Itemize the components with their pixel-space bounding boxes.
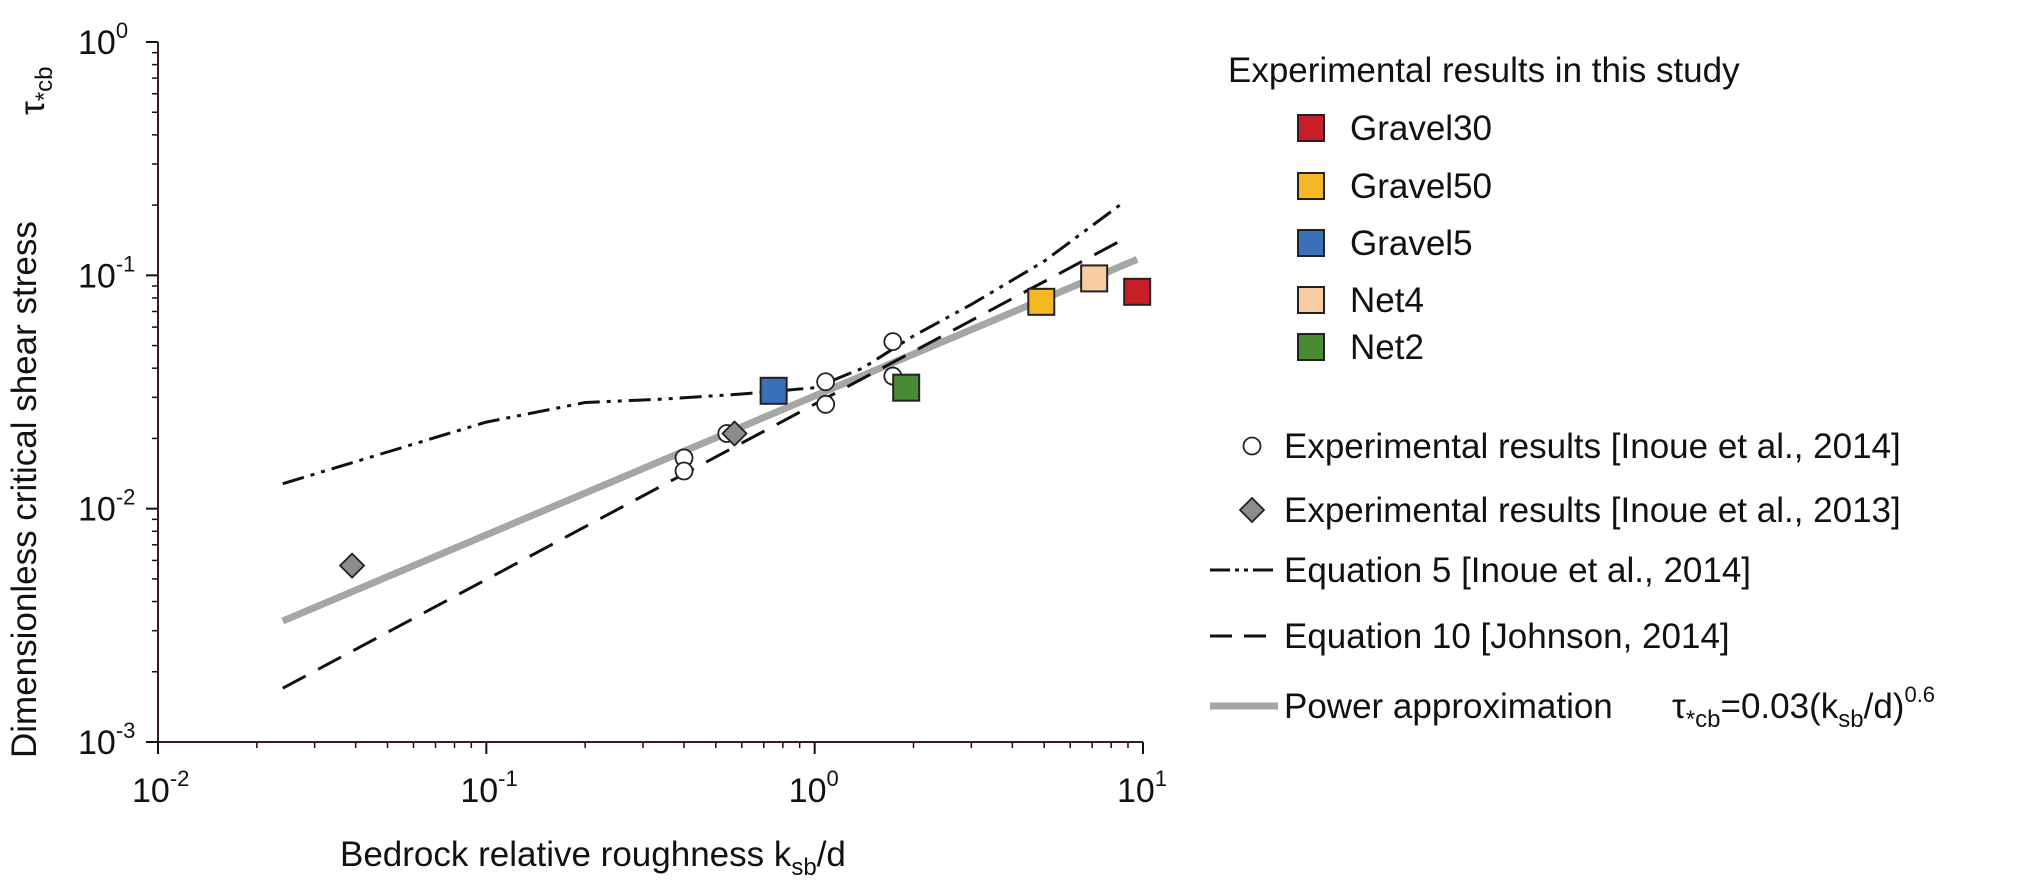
legend-swatch-gravel30 (1297, 114, 1325, 142)
plot-lines (281, 203, 1139, 690)
legend-swatch-net4 (1297, 286, 1325, 314)
legend-diamond-marker (1238, 496, 1266, 524)
legend-power-approximation-label: Power approximation (1284, 687, 1613, 726)
y-tick-label: 10-3 (78, 718, 135, 762)
x-tick-label: 10-2 (132, 766, 189, 810)
inoue-2013-point (721, 420, 748, 447)
equation-5-line (282, 203, 1121, 486)
inoue-2014-point (816, 394, 836, 414)
legend-swatch-gravel5 (1297, 229, 1325, 257)
inoue-2014-point (816, 372, 836, 392)
x-tick-label: 101 (1117, 766, 1167, 810)
y-tick-label: 100 (78, 18, 128, 62)
x-tick-label: 100 (789, 766, 839, 810)
inoue-2014-point (674, 461, 694, 481)
legend: Experimental results in this study Grave… (1210, 51, 1935, 733)
plot-markers (338, 264, 1152, 579)
point-gravel30 (1123, 277, 1152, 306)
point-net4 (1080, 264, 1109, 293)
equation-10-line (282, 239, 1121, 690)
legend-label-gravel30: Gravel30 (1350, 109, 1492, 148)
legend-label-net4: Net4 (1350, 281, 1424, 320)
legend-label-inoue-2013: Experimental results [Inoue et al., 2013… (1284, 491, 1901, 530)
point-gravel50 (1027, 287, 1056, 316)
legend-equation-5-label: Equation 5 [Inoue et al., 2014] (1284, 551, 1751, 590)
y-tick-label: 10-1 (78, 251, 135, 295)
point-net2 (892, 373, 921, 402)
legend-heading: Experimental results in this study (1228, 51, 1740, 90)
legend-equation-10-label: Equation 10 [Johnson, 2014] (1284, 617, 1730, 656)
legend-circle-marker (1242, 436, 1262, 456)
x-axis-title: Bedrock relative roughness ksb/d (340, 835, 846, 880)
legend-label-net2: Net2 (1350, 328, 1424, 367)
y-axis-title: Dimensionless critical shear stress (5, 221, 44, 758)
point-gravel5 (759, 376, 788, 405)
inoue-2013-point (338, 552, 366, 579)
axes (157, 42, 1143, 743)
ticks (146, 41, 1144, 754)
legend-label-inoue-2014: Experimental results [Inoue et al., 2014… (1284, 427, 1901, 466)
legend-label-gravel50: Gravel50 (1350, 167, 1492, 206)
power-formula-label: τ*cb=0.03(ksb/d)0.6 (1672, 682, 1935, 733)
legend-swatch-net2 (1297, 333, 1325, 361)
y-tick-label: 10-2 (78, 485, 135, 529)
x-tick-label: 10-1 (460, 766, 517, 810)
power-approximation-line (281, 256, 1139, 625)
legend-label-gravel5: Gravel5 (1350, 224, 1473, 263)
legend-swatch-gravel50 (1297, 172, 1325, 200)
y-axis-symbol: τ*cb (13, 66, 58, 115)
inoue-2014-point (883, 332, 903, 351)
